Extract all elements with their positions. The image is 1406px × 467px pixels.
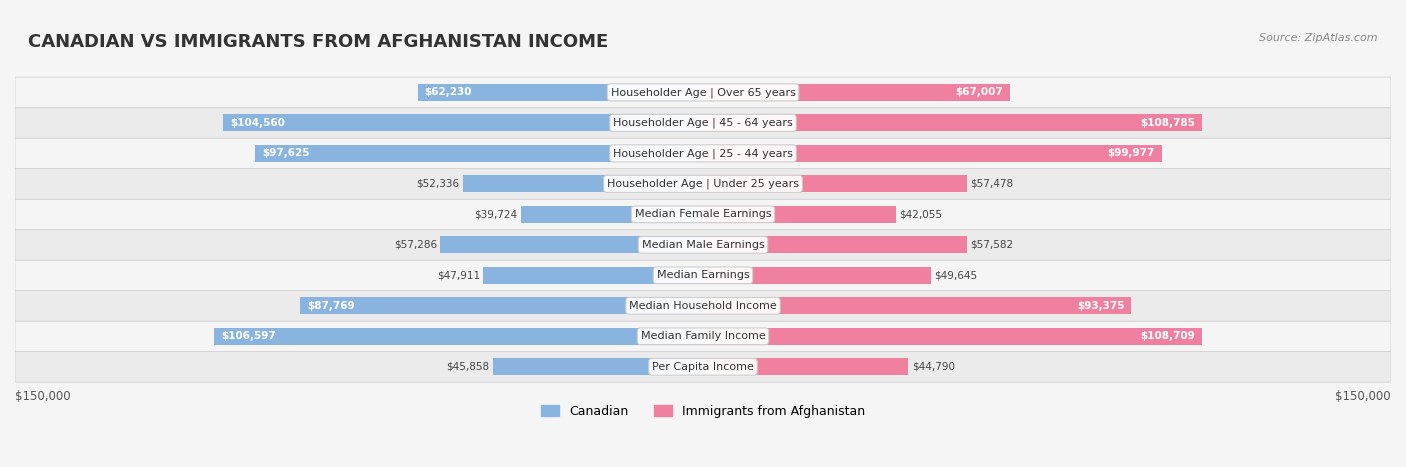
Text: $57,582: $57,582 <box>970 240 1014 250</box>
Bar <box>520 206 703 223</box>
Text: $67,007: $67,007 <box>956 87 1004 98</box>
Bar <box>703 297 1132 314</box>
Text: $108,709: $108,709 <box>1140 331 1195 341</box>
Bar <box>703 236 967 253</box>
Bar <box>484 267 703 284</box>
Bar <box>703 267 931 284</box>
Text: $99,977: $99,977 <box>1108 149 1154 158</box>
Bar <box>703 206 896 223</box>
Text: $57,478: $57,478 <box>970 179 1014 189</box>
Bar <box>463 176 703 192</box>
Text: $39,724: $39,724 <box>474 209 517 219</box>
Text: Median Household Income: Median Household Income <box>628 301 778 311</box>
Text: Householder Age | Over 65 years: Householder Age | Over 65 years <box>610 87 796 98</box>
Bar <box>440 236 703 253</box>
Bar <box>703 359 908 375</box>
FancyBboxPatch shape <box>15 321 1391 352</box>
Text: Source: ZipAtlas.com: Source: ZipAtlas.com <box>1260 33 1378 42</box>
FancyBboxPatch shape <box>15 169 1391 199</box>
Bar <box>492 359 703 375</box>
Text: Median Earnings: Median Earnings <box>657 270 749 280</box>
Text: Householder Age | 25 - 44 years: Householder Age | 25 - 44 years <box>613 148 793 159</box>
Text: Householder Age | Under 25 years: Householder Age | Under 25 years <box>607 178 799 189</box>
FancyBboxPatch shape <box>15 199 1391 230</box>
Text: $52,336: $52,336 <box>416 179 460 189</box>
Bar <box>703 84 1011 101</box>
Text: $87,769: $87,769 <box>308 301 354 311</box>
Bar <box>703 145 1161 162</box>
Text: Per Capita Income: Per Capita Income <box>652 362 754 372</box>
Text: $150,000: $150,000 <box>15 389 70 403</box>
Text: $62,230: $62,230 <box>425 87 472 98</box>
Bar <box>214 328 703 345</box>
FancyBboxPatch shape <box>15 290 1391 321</box>
Text: $49,645: $49,645 <box>934 270 977 280</box>
Text: $104,560: $104,560 <box>231 118 285 128</box>
Legend: Canadian, Immigrants from Afghanistan: Canadian, Immigrants from Afghanistan <box>536 400 870 423</box>
Text: Householder Age | 45 - 64 years: Householder Age | 45 - 64 years <box>613 118 793 128</box>
FancyBboxPatch shape <box>15 107 1391 138</box>
Text: $44,790: $44,790 <box>912 362 955 372</box>
Text: Median Family Income: Median Family Income <box>641 331 765 341</box>
FancyBboxPatch shape <box>15 260 1391 290</box>
Text: $106,597: $106,597 <box>221 331 276 341</box>
Text: Median Male Earnings: Median Male Earnings <box>641 240 765 250</box>
Bar <box>224 114 703 131</box>
Bar <box>703 114 1202 131</box>
Text: $150,000: $150,000 <box>1336 389 1391 403</box>
Bar <box>703 328 1202 345</box>
Text: $57,286: $57,286 <box>394 240 437 250</box>
FancyBboxPatch shape <box>15 230 1391 260</box>
Text: Median Female Earnings: Median Female Earnings <box>634 209 772 219</box>
Bar <box>256 145 703 162</box>
Bar <box>301 297 703 314</box>
Text: $42,055: $42,055 <box>900 209 942 219</box>
Text: $93,375: $93,375 <box>1077 301 1125 311</box>
Text: $108,785: $108,785 <box>1140 118 1195 128</box>
Text: $45,858: $45,858 <box>446 362 489 372</box>
Text: $97,625: $97,625 <box>262 149 309 158</box>
Text: CANADIAN VS IMMIGRANTS FROM AFGHANISTAN INCOME: CANADIAN VS IMMIGRANTS FROM AFGHANISTAN … <box>28 33 609 51</box>
FancyBboxPatch shape <box>15 352 1391 382</box>
FancyBboxPatch shape <box>15 138 1391 169</box>
FancyBboxPatch shape <box>15 77 1391 108</box>
Text: $47,911: $47,911 <box>437 270 479 280</box>
Bar <box>703 176 967 192</box>
Bar <box>418 84 703 101</box>
